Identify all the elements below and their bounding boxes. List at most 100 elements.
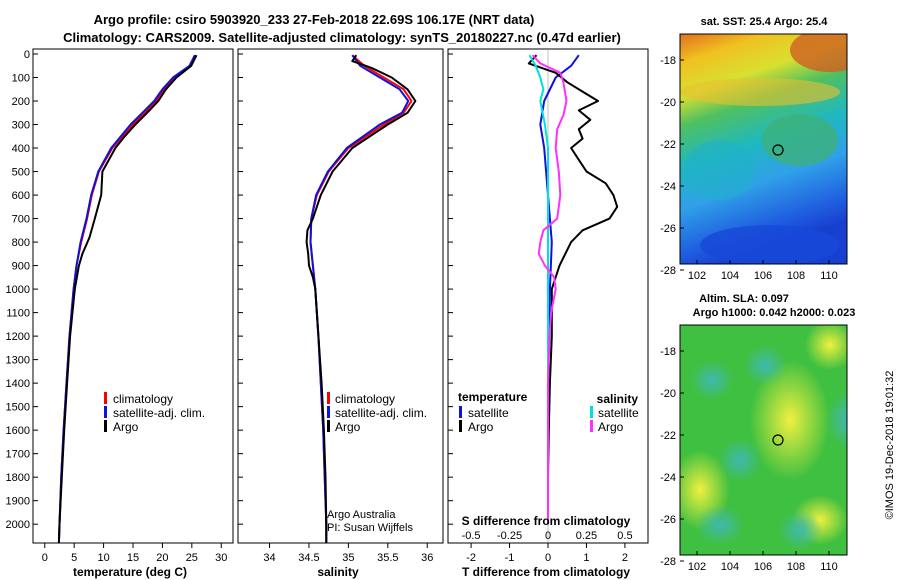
difference-xlabel: T difference from climatology: [462, 565, 630, 579]
sla-axes: 102 104 106 108 110 -18 -20 -22 -24 -26 -28: [660, 346, 838, 573]
legend-swatch-satellite: [327, 406, 330, 418]
legend-label-s-satellite: satellite: [598, 406, 639, 420]
difference-series: [527, 54, 619, 525]
salinity-legend: climatology satellite-adj. clim. Argo: [327, 392, 427, 434]
temperature-xlabel: temperature (deg C): [73, 565, 187, 579]
sla-argo-location-marker: [772, 434, 784, 446]
sla-map-title-line2: Argo h1000: 0.042 h2000: 0.023: [693, 307, 856, 319]
map-x-tick-label: 110: [820, 270, 838, 282]
sla-high-patch: [750, 360, 830, 480]
map-y-tick-label: -24: [660, 181, 676, 193]
legend-label-climatology: climatology: [113, 392, 173, 406]
figure-title-line1: Argo profile: csiro 5903920_233 27-Feb-2…: [94, 12, 535, 27]
legend-swatch-argo: [104, 420, 107, 432]
difference-legend: temperature satellite Argo salinity sate…: [458, 390, 639, 434]
map-x-tick-label: 108: [787, 270, 805, 282]
x-tick-label: 34.5: [298, 552, 319, 564]
map-y-tick-label: -24: [660, 472, 676, 484]
map-y-tick-label: -26: [660, 223, 676, 235]
map-y-tick-label: -22: [660, 139, 676, 151]
depth-tick-label: 1400: [6, 378, 30, 390]
series-line-salinity-satellite: [528, 54, 549, 525]
depth-tick-label: 1800: [6, 472, 30, 484]
sla-map-title-line1: Altim. SLA: 0.097: [699, 293, 789, 305]
sla-low-patch: [778, 510, 822, 550]
imos-timestamp: ©IMOS 19-Dec-2018 19:01:32: [884, 371, 896, 520]
legend-swatch-argo: [327, 420, 330, 432]
legend-label-t-satellite: satellite: [468, 406, 509, 420]
x-tick-label: 35.5: [377, 552, 398, 564]
sst-axes: 102 104 106 108 110 -18 -20 -22 -24 -26 -28: [660, 55, 838, 282]
legend-swatch-climatology: [327, 392, 330, 404]
difference-top-xlabel: S difference from climatology: [462, 514, 631, 528]
x-tick-label: 30: [215, 552, 227, 564]
x-tick-label: 0: [42, 552, 48, 564]
s-diff-tick-label: 0.25: [576, 530, 597, 542]
map-y-tick-label: -20: [660, 388, 676, 400]
sst-blue-patch: [700, 225, 840, 264]
depth-tick-label: 400: [12, 143, 30, 155]
depth-tick-label: 300: [12, 120, 30, 132]
series-line-salinity-argo: [531, 54, 568, 525]
depth-tick-label: 1000: [6, 284, 30, 296]
x-tick-label: 0: [545, 552, 551, 564]
x-tick-label: 1: [583, 552, 589, 564]
x-tick-label: -2: [466, 552, 476, 564]
depth-tick-label: 900: [12, 261, 30, 273]
s-diff-tick-label: -0.5: [462, 530, 481, 542]
sla-low-patch: [695, 505, 745, 545]
x-tick-label: 5: [71, 552, 77, 564]
temperature-panel: 0100200300400500600700800900100011001200…: [6, 48, 234, 579]
depth-tick-label: 800: [12, 237, 30, 249]
salinity-ticks: 34 34.5 35 35.5 36: [238, 53, 433, 564]
legend-label-climatology: climatology: [335, 392, 395, 406]
map-y-tick-label: -26: [660, 514, 676, 526]
sla-high-patch: [805, 325, 847, 370]
series-line-argo: [57, 54, 198, 544]
map-y-tick-label: -22: [660, 430, 676, 442]
salinity-frame: [237, 48, 444, 544]
x-tick-label: 15: [127, 552, 139, 564]
legend-label-argo: Argo: [335, 420, 361, 434]
series-line-argo: [305, 54, 417, 543]
map-x-tick-label: 108: [787, 561, 805, 573]
depth-tick-label: 500: [12, 167, 30, 179]
sst-warm-patch: [790, 34, 847, 72]
series-line-temperature-argo: [527, 54, 619, 525]
depth-tick-label: 600: [12, 190, 30, 202]
depth-tick-label: 0: [24, 49, 30, 61]
map-y-tick-label: -18: [660, 55, 676, 67]
x-tick-label: 2: [622, 552, 628, 564]
x-tick-label: 10: [97, 552, 109, 564]
map-y-tick-label: -28: [660, 265, 676, 277]
map-x-tick-label: 104: [721, 270, 739, 282]
legend-title-temperature: temperature: [458, 390, 528, 404]
map-x-tick-label: 110: [820, 561, 838, 573]
temperature-ticks: 0100200300400500600700800900100011001200…: [6, 49, 228, 564]
figure-title-line2: Climatology: CARS2009. Satellite-adjuste…: [63, 30, 621, 45]
depth-tick-label: 1100: [6, 308, 30, 320]
map-y-tick-label: -28: [660, 556, 676, 568]
temperature-series: [57, 54, 198, 544]
s-diff-tick-label: 0.5: [617, 530, 632, 542]
depth-tick-label: 2000: [6, 519, 30, 531]
sst-cyan-patch: [684, 140, 756, 200]
legend-swatch-t-argo: [459, 420, 462, 432]
salinity-series: [305, 54, 417, 543]
salinity-xlabel: salinity: [317, 565, 359, 579]
depth-tick-label: 200: [12, 96, 30, 108]
credit-line2: PI: Susan Wijffels: [327, 522, 413, 534]
temperature-legend: climatology satellite-adj. clim. Argo: [104, 392, 205, 434]
series-line-satellite-adj-clim-: [57, 54, 196, 544]
x-tick-label: 20: [156, 552, 168, 564]
legend-swatch-s-satellite: [590, 406, 593, 418]
legend-title-salinity: salinity: [597, 392, 639, 406]
sst-argo-location-marker: [772, 144, 784, 156]
depth-tick-label: 700: [12, 214, 30, 226]
x-tick-label: -1: [505, 552, 515, 564]
legend-swatch-satellite: [104, 406, 107, 418]
sla-low-patch: [826, 390, 847, 450]
sst-green-patch: [762, 114, 838, 166]
x-tick-label: 25: [186, 552, 198, 564]
